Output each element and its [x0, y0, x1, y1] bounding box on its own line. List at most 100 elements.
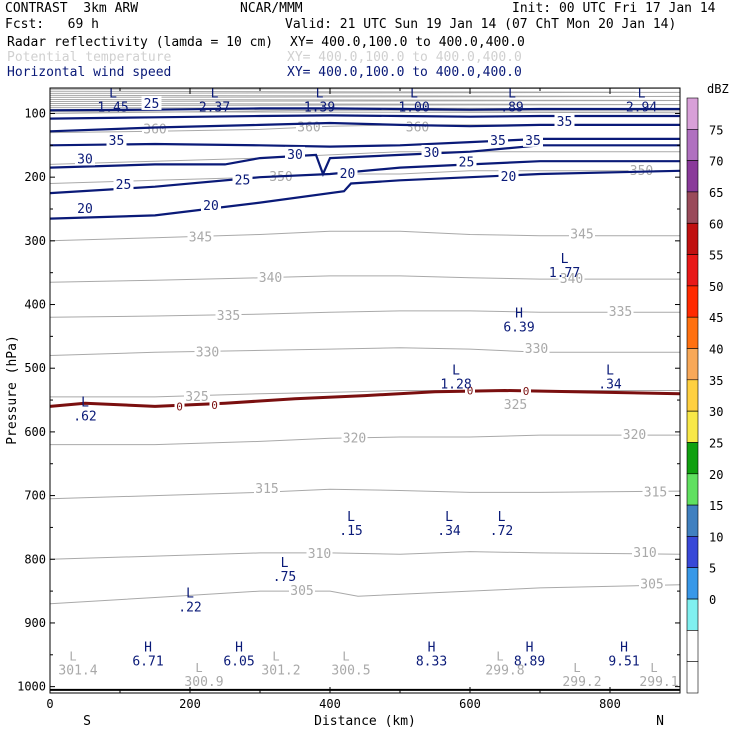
- wind-label-bg: [421, 144, 442, 159]
- x-axis-north-label: N: [656, 714, 664, 729]
- hl-marker-value: 6.71: [132, 655, 163, 670]
- wind-label: 35: [525, 134, 541, 149]
- wind-label-bg: [201, 197, 221, 212]
- theta-min-value: 299.8: [485, 664, 524, 679]
- theta-label: 305: [290, 584, 313, 599]
- theta-label-bg: [184, 388, 210, 403]
- colorbar-swatch: [686, 598, 699, 631]
- theta-min-kind: L: [573, 661, 580, 675]
- colorbar-swatch: [686, 536, 699, 569]
- wind-label: 20: [340, 167, 356, 182]
- hl-marker-value: .62: [73, 409, 96, 424]
- hl-marker-value: 1.45: [97, 101, 128, 116]
- hl-marker-kind: L: [508, 87, 516, 102]
- x-tick-label: 0: [46, 697, 53, 711]
- colorbar-level-label: 30: [709, 405, 723, 419]
- colorbar-level-label: 55: [709, 249, 723, 263]
- field-theta-name: Potential temperature: [7, 50, 172, 65]
- colorbar-level-label: 5: [709, 562, 716, 576]
- model-title: CONTRAST 3km ARW: [5, 1, 139, 16]
- wind-label: 35: [109, 134, 125, 149]
- freezing-label-bg: [174, 400, 185, 412]
- colorbar-level-label: 50: [709, 280, 723, 294]
- theta-label: 340: [560, 272, 583, 287]
- wind-contour-35b: [50, 121, 680, 133]
- theta-min-value: 300.9: [184, 675, 223, 690]
- wind-label: 25: [459, 156, 475, 171]
- theta-contour-340: [50, 275, 680, 283]
- wind-label-bg: [488, 132, 508, 147]
- theta-label-bg: [404, 119, 431, 134]
- field-wind-name: Horizontal wind speed: [7, 65, 172, 80]
- colorbar-swatch: [686, 473, 699, 506]
- theta-contour-350: [50, 170, 680, 184]
- colorbar-level-label: 75: [709, 123, 723, 137]
- theta-min-kind: L: [69, 650, 76, 664]
- hl-marker-kind: H: [144, 641, 152, 656]
- hl-marker-kind: L: [561, 252, 569, 267]
- theta-min-value: 299.2: [562, 675, 601, 690]
- theta-label: 340: [259, 271, 282, 286]
- theta-label-bg: [523, 341, 550, 356]
- colorbar-swatch: [686, 285, 699, 318]
- wind-label: 30: [287, 148, 303, 163]
- hl-marker-kind: H: [515, 306, 523, 321]
- colorbar-swatch: [686, 97, 699, 130]
- theta-label: 360: [406, 120, 429, 135]
- wind-contour-40: [50, 114, 680, 120]
- hl-marker-value: 1.77: [549, 266, 580, 281]
- theta-min-value: 301.2: [261, 664, 300, 679]
- hl-marker-kind: L: [316, 87, 324, 102]
- freezing-label: 0: [467, 385, 474, 398]
- theta-contour-355: [50, 151, 680, 165]
- hl-marker-value: 8.89: [514, 655, 545, 670]
- freezing-level-line: [50, 388, 680, 408]
- colorbar-level-label: 20: [709, 468, 723, 482]
- theta-contour-370: [50, 109, 680, 114]
- hl-marker-value: .34: [598, 378, 622, 393]
- theta-label: 315: [644, 485, 667, 500]
- hl-marker-kind: L: [347, 510, 355, 525]
- wind-label: 20: [77, 202, 93, 217]
- hl-marker-value: 8.33: [416, 655, 447, 670]
- hl-marker-value: 1.00: [398, 101, 429, 116]
- theta-min-kind: L: [650, 661, 657, 675]
- hl-marker-kind: L: [606, 364, 614, 379]
- theta-label: 325: [504, 398, 527, 413]
- colorbar-swatch: [686, 254, 699, 287]
- freezing-label-bg: [465, 384, 475, 396]
- theta-label: 315: [255, 482, 278, 497]
- y-tick-label: 900: [24, 616, 46, 630]
- hl-marker-value: 2.37: [199, 101, 230, 116]
- hl-marker-kind: L: [410, 87, 418, 102]
- theta-min-kind: L: [195, 661, 202, 675]
- theta-label: 310: [308, 547, 331, 562]
- x-tick-label: 600: [459, 697, 481, 711]
- wind-contour-20: [50, 169, 680, 220]
- y-tick-label: 500: [24, 361, 46, 375]
- y-tick-label: 200: [24, 170, 46, 184]
- y-tick-label: 100: [24, 106, 46, 120]
- hl-marker-value: .89: [500, 101, 523, 116]
- wind-label: 25: [235, 173, 251, 188]
- hl-marker-kind: L: [638, 87, 646, 102]
- theta-label-bg: [194, 344, 221, 359]
- y-tick-label: 1000: [17, 680, 46, 694]
- hl-marker-value: 1.39: [304, 101, 335, 116]
- theta-label-bg: [632, 544, 658, 559]
- colorbar-swatch: [686, 348, 699, 381]
- hl-marker-value: 6.05: [223, 655, 254, 670]
- field-reflectivity-xy: XY= 400.0,100.0 to 400.0,400.0: [290, 35, 525, 50]
- x-axis-south-label: S: [83, 714, 91, 729]
- hl-marker-value: .34: [437, 524, 461, 539]
- wind-label: 35: [490, 134, 506, 149]
- wind-label-bg: [232, 172, 253, 187]
- theta-label: 345: [189, 231, 212, 246]
- theta-label-bg: [639, 576, 665, 591]
- wind-label-bg: [113, 176, 134, 191]
- theta-label-bg: [257, 269, 284, 284]
- theta-label: 360: [143, 122, 166, 137]
- theta-min-value: 301.4: [58, 664, 97, 679]
- theta-min-value: 300.5: [331, 664, 370, 679]
- wind-contour-45: [50, 107, 680, 112]
